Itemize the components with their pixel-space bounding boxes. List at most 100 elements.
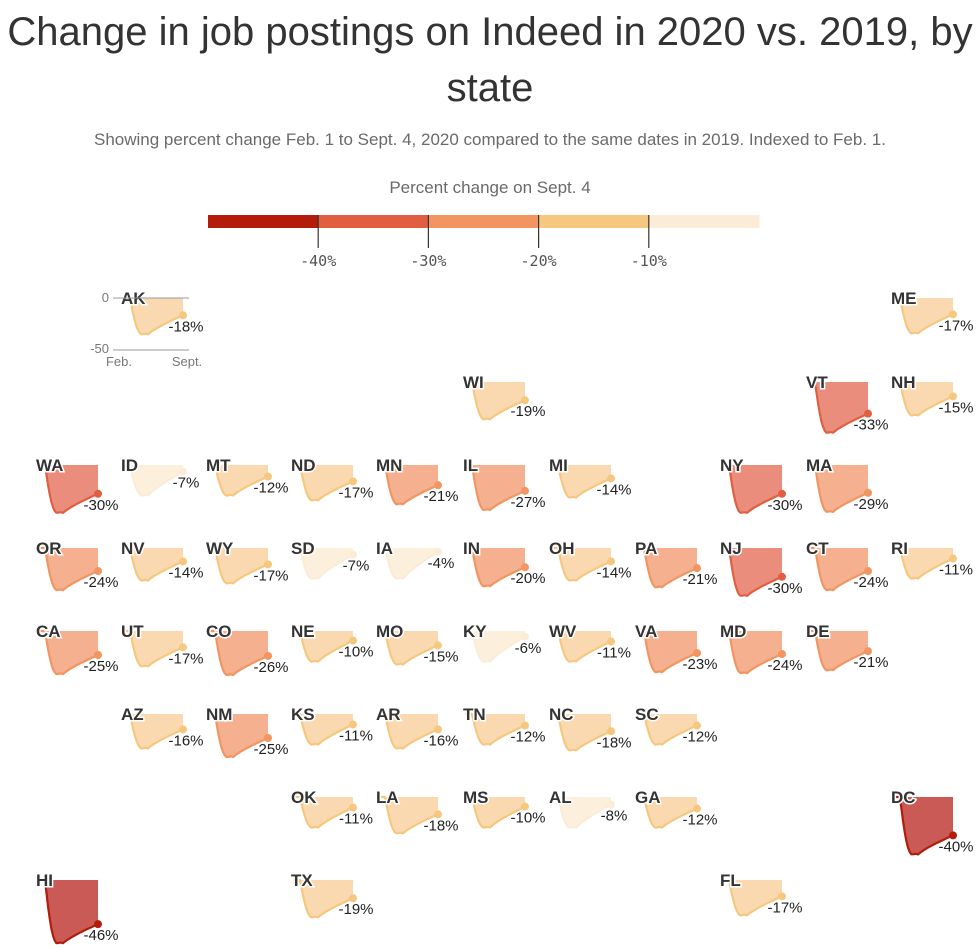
state-label: DE xyxy=(806,622,830,641)
state-value-label: -16% xyxy=(168,732,203,749)
state-end-dot xyxy=(179,557,187,566)
state-tile-mn: MN -21% xyxy=(375,455,461,507)
state-value-label: -11% xyxy=(597,645,631,662)
state-area xyxy=(378,548,438,579)
state-label: NY xyxy=(720,456,744,475)
state-line xyxy=(38,546,99,592)
state-tile-md: MD -24% xyxy=(719,621,805,676)
state-label: MN xyxy=(376,456,402,475)
state-end-dot xyxy=(179,467,187,476)
state-line xyxy=(208,546,269,585)
state-value-label: -6% xyxy=(515,640,542,657)
state-tile-nm: NM -25% xyxy=(205,704,291,760)
state-label: IL xyxy=(463,456,478,475)
state-label: MS xyxy=(463,788,489,807)
state-line xyxy=(378,546,439,580)
state-area xyxy=(378,631,438,665)
state-area xyxy=(637,548,697,588)
state-value-label: -30% xyxy=(767,497,802,514)
state-end-dot xyxy=(521,802,529,811)
state-line xyxy=(722,463,783,515)
state-area xyxy=(293,880,353,918)
state-line xyxy=(637,795,698,829)
state-label: NH xyxy=(891,373,916,392)
state-area xyxy=(551,714,611,751)
legend-swatch xyxy=(538,215,650,228)
state-value-label: -15% xyxy=(938,399,973,416)
state-value-label: -12% xyxy=(682,729,717,746)
state-line xyxy=(637,629,698,674)
state-label: NE xyxy=(291,622,315,641)
state-line xyxy=(378,629,439,666)
state-value-label: -11% xyxy=(339,728,373,745)
state-end-dot xyxy=(949,831,957,840)
state-label: VT xyxy=(806,373,828,392)
state-end-dot xyxy=(349,477,357,486)
state-tile-wy: WY -17% xyxy=(205,538,291,586)
state-value-label: -40% xyxy=(938,838,973,855)
state-label: MT xyxy=(206,456,231,475)
state-end-dot xyxy=(264,734,272,742)
state-line xyxy=(293,629,354,663)
state-label: WA xyxy=(36,456,63,475)
state-label: TN xyxy=(463,705,486,724)
state-value-label: -7% xyxy=(343,558,370,575)
state-tile-pa: PA -21% xyxy=(634,538,720,590)
legend-title: Percent change on Sept. 4 xyxy=(389,178,591,197)
state-value-label: -18% xyxy=(168,318,203,335)
state-line xyxy=(293,878,354,919)
state-area xyxy=(293,548,353,579)
state-value-label: -30% xyxy=(767,580,802,597)
state-end-dot xyxy=(607,800,615,809)
state-line xyxy=(38,878,99,945)
state-tile-ma: MA -29% xyxy=(805,455,891,515)
state-label: UT xyxy=(121,622,144,641)
state-line xyxy=(208,712,269,759)
state-end-dot xyxy=(434,641,442,650)
state-value-label: -12% xyxy=(253,480,288,497)
state-end-dot xyxy=(778,650,786,659)
state-end-dot xyxy=(949,554,957,563)
state-line xyxy=(808,463,869,514)
state-label: SD xyxy=(291,539,315,558)
state-line xyxy=(637,712,698,746)
state-line xyxy=(551,463,612,499)
state-end-dot xyxy=(349,803,357,812)
state-tile-nc: NC -18% xyxy=(548,704,634,753)
state-value-label: -17% xyxy=(767,899,802,916)
state-area xyxy=(808,548,868,591)
state-tile-ca: CA -25% xyxy=(35,621,121,677)
state-area xyxy=(722,465,782,513)
state-line xyxy=(378,712,439,750)
state-label: GA xyxy=(635,788,661,807)
state-area xyxy=(38,631,98,674)
state-end-dot xyxy=(349,894,357,903)
state-area xyxy=(38,465,98,513)
state-area xyxy=(123,298,183,335)
state-tile-ri: RI -11% xyxy=(890,538,975,581)
state-tile-me: ME -17% xyxy=(890,288,976,336)
state-tile-or: OR -24% xyxy=(35,538,121,593)
state-tile-ms: MS -10% xyxy=(462,787,547,829)
state-area xyxy=(551,465,611,498)
state-value-label: -14% xyxy=(168,564,203,581)
state-end-dot xyxy=(521,563,529,572)
state-line xyxy=(551,629,612,663)
state-tile-nh: NH -15% xyxy=(890,372,976,418)
state-end-dot xyxy=(778,572,786,581)
state-tile-nv: NV -14% xyxy=(120,538,206,583)
state-area xyxy=(722,548,782,596)
state-label: TX xyxy=(291,871,313,890)
state-end-dot xyxy=(693,649,701,658)
state-line xyxy=(465,629,526,663)
state-line xyxy=(722,629,783,675)
state-area xyxy=(378,797,438,834)
state-value-label: -23% xyxy=(682,656,717,673)
state-tile-vt: VT -33% xyxy=(805,372,891,436)
state-label: AZ xyxy=(121,705,144,724)
state-value-label: -25% xyxy=(253,741,288,758)
state-label: ND xyxy=(291,456,316,475)
state-tile-co: CO -26% xyxy=(205,621,291,678)
state-label: SC xyxy=(635,705,659,724)
state-end-dot xyxy=(521,486,529,495)
